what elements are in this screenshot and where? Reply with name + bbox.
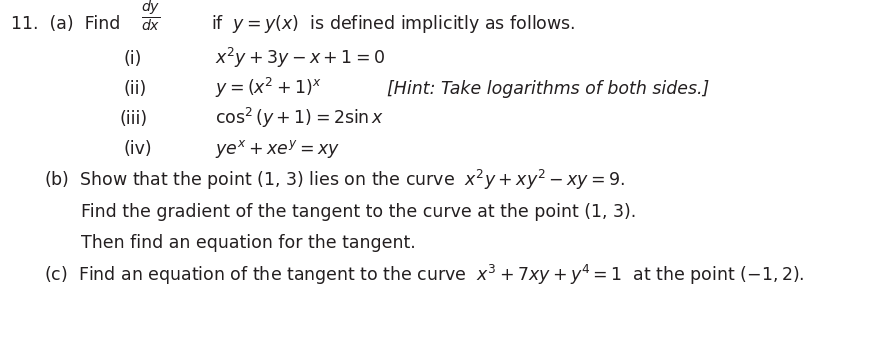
Text: Then find an equation for the tangent.: Then find an equation for the tangent. bbox=[81, 234, 415, 252]
Text: (ii): (ii) bbox=[123, 80, 146, 98]
Text: $x^2y + 3y - x + 1 = 0$: $x^2y + 3y - x + 1 = 0$ bbox=[215, 46, 385, 70]
Text: [Hint: Take logarithms of both sides.]: [Hint: Take logarithms of both sides.] bbox=[386, 80, 709, 98]
Text: $y = (x^2 + 1)^x$: $y = (x^2 + 1)^x$ bbox=[215, 76, 321, 100]
Text: (iii): (iii) bbox=[119, 110, 148, 128]
Text: $ye^x + xe^y = xy$: $ye^x + xe^y = xy$ bbox=[215, 138, 340, 160]
Text: if  $y = y(x)$  is defined implicitly as follows.: if $y = y(x)$ is defined implicitly as f… bbox=[211, 13, 575, 35]
Text: (iv): (iv) bbox=[123, 140, 152, 158]
Text: (b)  Show that the point (1, 3) lies on the curve  $x^2y + xy^2 - xy = 9$.: (b) Show that the point (1, 3) lies on t… bbox=[44, 168, 624, 192]
Text: (c)  Find an equation of the tangent to the curve  $x^3 + 7xy + y^4 = 1$  at the: (c) Find an equation of the tangent to t… bbox=[44, 263, 803, 287]
Text: $\cos^2(y + 1) = 2\sin x$: $\cos^2(y + 1) = 2\sin x$ bbox=[215, 106, 385, 130]
Text: $\frac{dy}{dx}$: $\frac{dy}{dx}$ bbox=[140, 0, 160, 34]
Text: 11.  (a)  Find: 11. (a) Find bbox=[11, 15, 119, 33]
Text: (i): (i) bbox=[123, 50, 141, 68]
Text: Find the gradient of the tangent to the curve at the point (1, 3).: Find the gradient of the tangent to the … bbox=[81, 203, 636, 221]
